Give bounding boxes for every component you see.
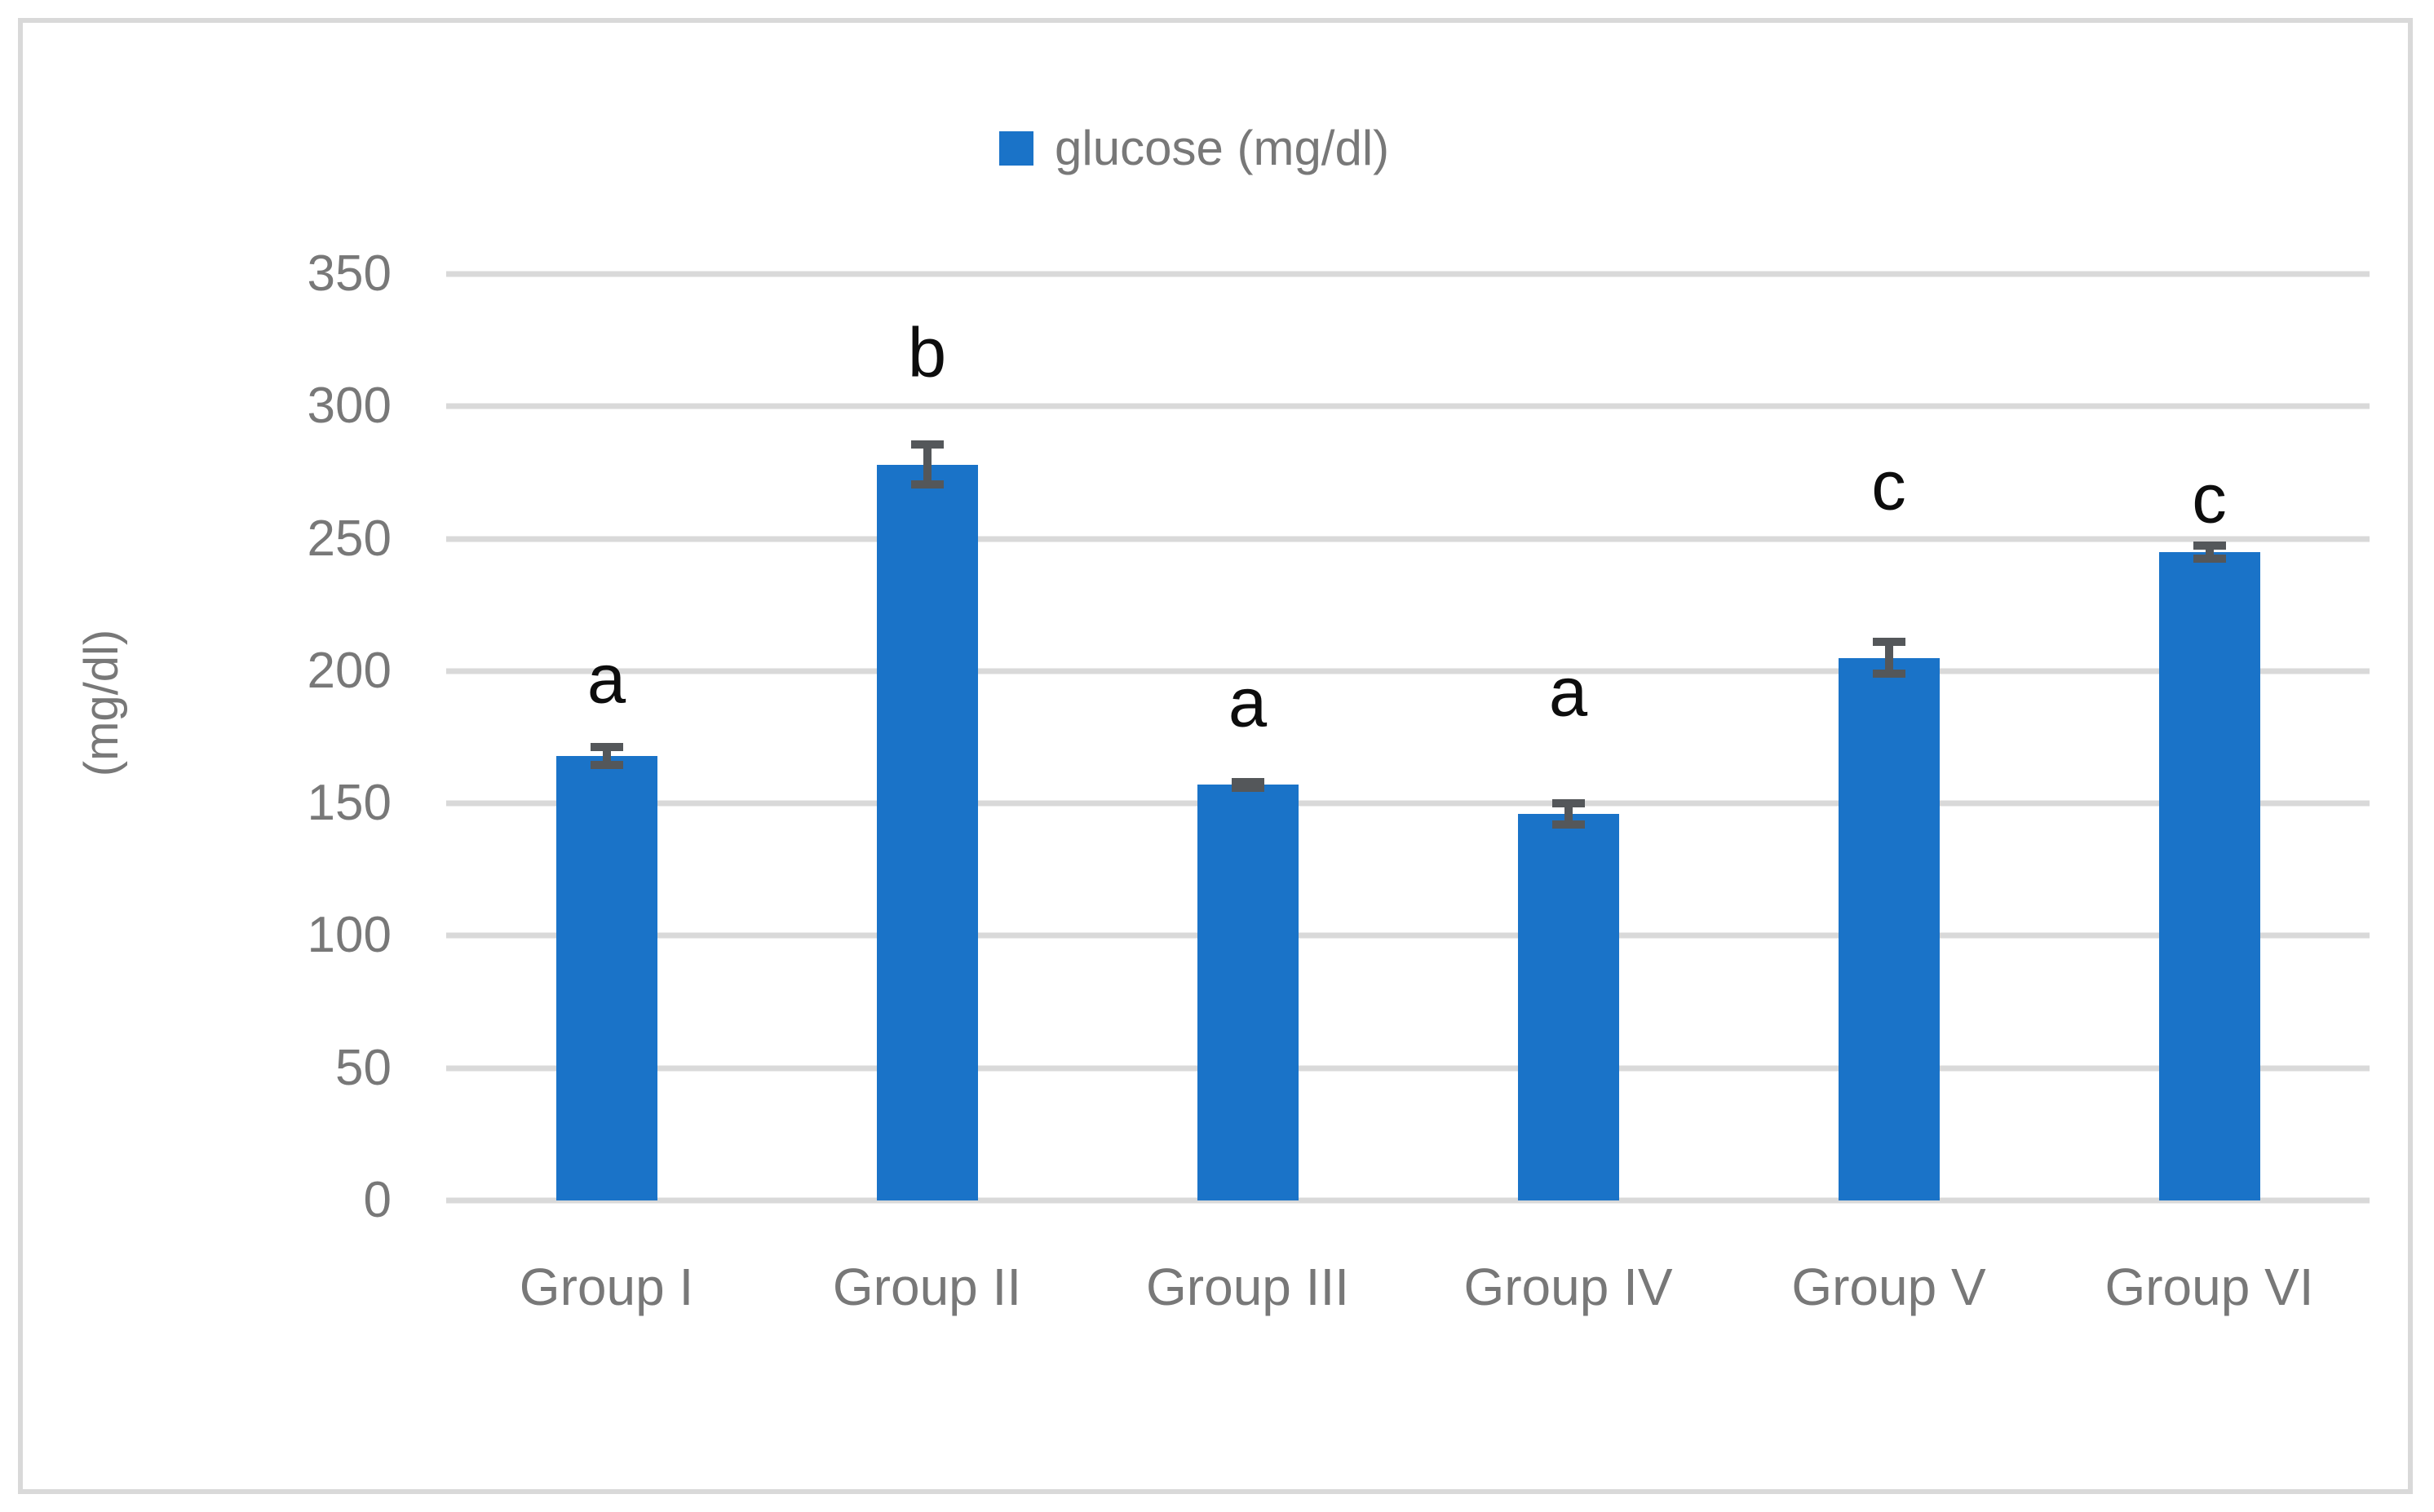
y-tick-label: 50	[335, 1039, 392, 1096]
error-bar-group-v	[1872, 638, 1905, 678]
significance-letter-group-iv: a	[1548, 653, 1588, 732]
legend-label: glucose (mg/dl)	[1055, 121, 1390, 175]
figure-border	[18, 18, 2413, 1494]
y-tick-label: 350	[307, 245, 392, 302]
y-tick-label: 150	[307, 775, 392, 832]
y-tick-label: 100	[307, 907, 392, 964]
y-axis-title: (mg/dl)	[75, 629, 128, 777]
error-bar-group-i	[590, 742, 623, 769]
category-label-group-v: Group V	[1791, 1258, 1986, 1316]
significance-letter-group-ii: b	[907, 314, 947, 392]
error-bar-group-vi	[2193, 541, 2226, 563]
gridline	[446, 932, 2370, 939]
gridline	[446, 1065, 2370, 1072]
error-bar-line	[923, 440, 932, 489]
bar-group-iii	[1197, 785, 1299, 1200]
legend-swatch-icon	[999, 131, 1033, 166]
x-axis-category-labels: Group I Group II Group III Group IV Group V G…	[446, 1253, 2370, 1321]
y-axis-tick-labels: 350 300 250 200 150 100 50 0	[212, 249, 392, 1226]
gridline	[446, 668, 2370, 674]
bar-group-i	[555, 755, 657, 1200]
error-bar-line	[1884, 638, 1893, 678]
gridline	[446, 800, 2370, 807]
y-tick-label: 250	[307, 510, 392, 567]
category-label-group-iii: Group III	[1146, 1258, 1349, 1316]
error-bar-line	[602, 742, 611, 769]
gridline	[446, 1197, 2370, 1204]
y-tick-label: 300	[307, 378, 392, 435]
error-bar-group-iii	[1231, 778, 1264, 792]
gridline	[446, 403, 2370, 409]
error-bar-line	[2205, 541, 2214, 563]
error-bar-group-iv	[1551, 799, 1585, 829]
error-bar-line	[1243, 778, 1252, 792]
bar-group-ii	[876, 464, 978, 1200]
plot-area: a b a a c c	[446, 271, 2370, 1204]
y-tick-label: 0	[363, 1172, 392, 1228]
significance-letter-group-v: c	[1871, 447, 1906, 525]
gridline	[446, 536, 2370, 542]
legend: glucose (mg/dl)	[999, 122, 1389, 175]
significance-letter-group-iii: a	[1228, 664, 1268, 742]
error-bar-group-ii	[910, 440, 944, 489]
y-tick-label: 200	[307, 642, 392, 699]
significance-letter-group-vi: c	[2192, 460, 2227, 538]
bar-group-v	[1838, 657, 1940, 1200]
category-label-group-ii: Group II	[832, 1258, 1022, 1316]
error-bar-line	[1564, 799, 1573, 829]
category-label-group-iv: Group IV	[1463, 1258, 1673, 1316]
category-label-group-vi: Group VI	[2104, 1258, 2314, 1316]
significance-letter-group-i: a	[586, 640, 626, 718]
bar-group-vi	[2158, 551, 2260, 1200]
bar-group-iv	[1517, 814, 1619, 1200]
category-label-group-i: Group I	[519, 1258, 694, 1316]
gridline	[446, 271, 2370, 277]
